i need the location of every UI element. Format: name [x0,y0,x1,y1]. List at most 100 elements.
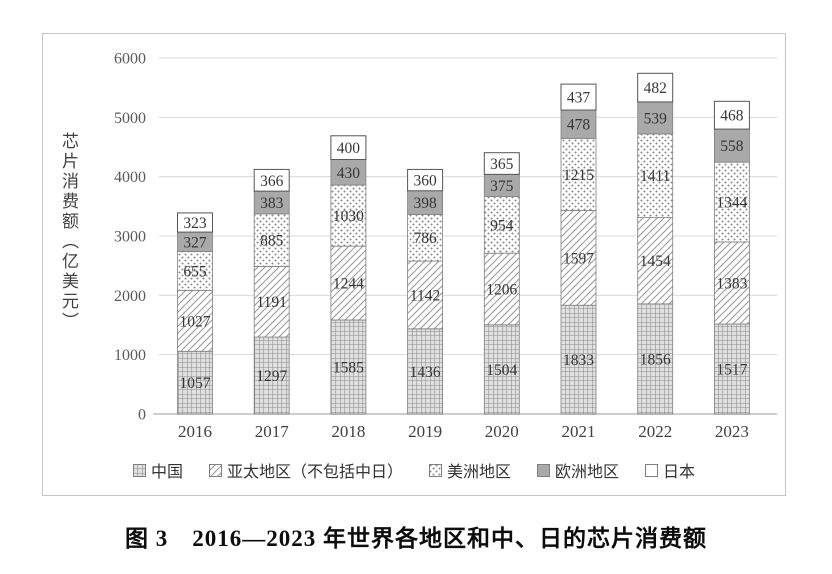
segment-china [407,328,444,415]
bar-2019: 1436 1142 786 398 360 2019 [407,168,444,441]
segment-japan [483,152,520,175]
segment-value: 478 [567,117,591,134]
legend-item-asia-pacific: 亚太地区（不包括中日） [208,458,403,482]
segment-americas [253,213,290,267]
y-tick-label: 0 [138,407,146,424]
segment-china [637,303,674,415]
segment-asia-pacific [253,265,290,338]
y-tick-label: 6000 [114,51,146,68]
y-axis-title: 芯片消费额（亿美元） [59,132,78,332]
segment-value: 1191 [256,294,286,311]
segment-value: 1215 [563,167,594,184]
segment-japan [177,212,213,233]
segment-value: 1856 [640,351,671,368]
segment-value: 655 [183,263,207,280]
segment-value: 885 [260,233,284,250]
legend-swatch-americas [428,463,442,477]
x-tick-label: 2023 [715,422,749,441]
segment-japan [637,72,674,103]
bar-2018: 1585 1244 1030 430 400 2018 [330,135,367,441]
segment-china [714,323,750,415]
legend-item-japan: 日本 [645,458,695,482]
segment-americas [407,214,444,262]
y-tick-label: 4000 [114,169,146,186]
segment-value: 430 [337,165,361,182]
segment-value: 365 [490,156,514,173]
segment-asia-pacific [330,245,367,321]
segment-japan [330,135,367,161]
segment-value: 398 [413,195,437,212]
segment-value: 1833 [563,352,594,369]
segment-americas [330,184,367,247]
legend-item-europe: 欧洲地区 [537,458,619,482]
x-tick-label: 2022 [638,422,672,441]
segment-value: 1030 [333,208,364,225]
segment-value: 1517 [716,361,747,378]
segment-value: 558 [720,138,744,155]
legend-label: 日本 [663,464,696,481]
segment-asia-pacific [483,252,520,326]
segment-china [253,336,290,415]
y-tick-label: 5000 [114,110,146,127]
chart-canvas: 0 1000 2000 3000 4000 5000 6000 1057 1027 655 327 3… [114,51,777,441]
segment-asia-pacific [177,289,213,352]
segment-americas [714,161,750,243]
legend-item-china: 中国 [132,458,183,482]
y-tick-label: 3000 [114,229,146,246]
y-tick-label: 1000 [114,347,146,364]
x-tick-label: 2019 [408,422,442,441]
segment-value: 1142 [410,287,440,304]
segment-japan [560,83,597,111]
segment-value: 360 [413,173,437,190]
segment-value: 1057 [180,375,211,392]
segment-value: 468 [720,108,744,125]
segment-japan [407,168,444,192]
segment-value: 375 [490,178,514,195]
segment-value: 366 [260,173,284,190]
segment-value: 1383 [716,275,747,292]
legend-swatch-japan [645,463,659,477]
segment-americas [177,251,213,291]
segment-value: 1454 [640,253,671,270]
bar-2020: 1504 1206 954 375 365 2020 [483,152,520,441]
x-tick-label: 2018 [331,422,365,441]
legend-label: 亚太地区（不包括中日） [226,464,403,481]
segment-value: 323 [183,215,207,232]
segment-americas [483,196,520,254]
legend-label: 欧洲地区 [555,464,620,481]
segment-china [483,324,520,415]
segment-value: 1244 [333,276,364,293]
segment-value: 1504 [486,362,517,379]
figure-caption: 图 3 2016—2023 年世界各地区和中、日的芯片消费额 [125,526,707,551]
segment-japan [713,100,750,130]
x-tick-label: 2017 [255,422,290,441]
legend-label: 美洲地区 [446,464,511,481]
segment-value: 1297 [256,368,287,385]
segment-europe [637,101,674,135]
segment-americas [560,137,597,211]
legend-label: 中国 [150,464,183,481]
segment-value: 1597 [563,250,594,267]
segment-value: 1585 [333,359,364,376]
legend-item-americas: 美洲地区 [428,458,511,482]
segment-value: 437 [567,90,591,107]
segment-japan [253,168,290,192]
x-tick-label: 2020 [485,422,519,441]
segment-value: 539 [644,110,668,127]
segment-value: 482 [644,80,667,97]
segment-value: 1436 [410,364,441,381]
x-tick-label: 2021 [562,422,596,441]
segment-value: 1411 [640,168,670,185]
bar-2021: 1833 1597 1215 478 437 2021 [560,83,597,441]
legend-swatch-china [132,463,146,477]
y-tick-label: 2000 [114,288,146,305]
segment-asia-pacific [714,241,750,325]
legend: 中国 亚太地区（不包括中日） 美洲地区 欧洲地区 日本 [43,458,785,482]
segment-china [560,304,597,415]
segment-value: 383 [260,195,284,212]
bar-2016: 1057 1027 655 327 323 2016 [177,212,213,441]
segment-china [177,350,213,415]
segment-value: 1027 [180,313,211,330]
segment-value: 786 [413,230,437,247]
chart-panel: 0 1000 2000 3000 4000 5000 6000 1057 1027 655 327 3… [42,33,786,496]
